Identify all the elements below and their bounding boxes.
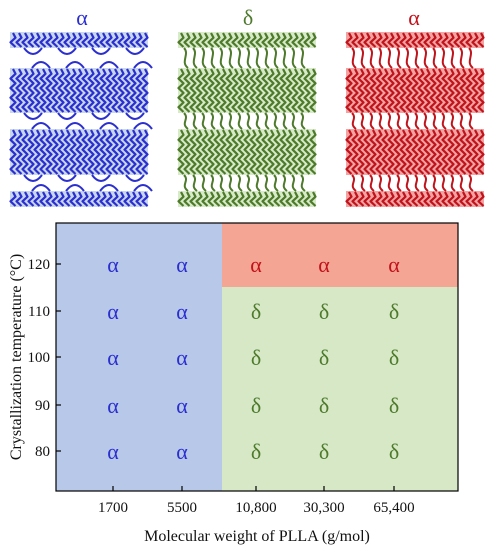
chain-folds	[9, 129, 149, 175]
phase-cell: δ	[251, 439, 261, 464]
phase-cell: α	[107, 393, 119, 418]
phase-cell: α	[176, 393, 188, 418]
phase-cell: δ	[319, 439, 329, 464]
region-alpha-high-temp	[222, 223, 458, 287]
interlamellar-chains	[23, 47, 153, 192]
chain-folds	[177, 68, 317, 113]
panel-1-schematic	[9, 32, 153, 207]
y-tick-label: 80	[35, 444, 50, 460]
phase-cell: δ	[251, 393, 261, 418]
phase-cell: α	[107, 439, 119, 464]
phase-cell: δ	[389, 345, 399, 370]
phase-cells: α α α α αα α δ δ δα α δ δ δα α δ δ δα α δ δ δ	[107, 252, 400, 464]
x-axis-label: Molecular weight of PLLA (g/mol)	[144, 528, 370, 545]
y-tick-label: 120	[28, 257, 51, 273]
y-tick-label: 90	[35, 398, 50, 414]
x-tick-label: 5500	[167, 500, 197, 516]
phase-cell: α	[318, 252, 330, 277]
phase-cell: δ	[319, 345, 329, 370]
phase-cell: α	[176, 345, 188, 370]
interlamellar-chains	[351, 47, 474, 192]
chain-folds	[9, 68, 149, 113]
chain-folds	[177, 32, 317, 48]
x-tick-label: 1700	[98, 500, 128, 516]
phase-cell: α	[107, 345, 119, 370]
phase-cell: α	[107, 299, 119, 324]
x-tick-label: 10,800	[235, 500, 276, 516]
region-delta	[222, 287, 458, 491]
panel-2-schematic	[177, 32, 317, 207]
panel-3-phase-label: α	[408, 5, 420, 30]
chain-folds	[345, 68, 485, 113]
phase-cell: α	[107, 252, 119, 277]
phase-cell: α	[250, 252, 262, 277]
chain-folds	[345, 32, 485, 48]
chain-folds	[177, 129, 317, 175]
y-tick-label: 110	[28, 304, 50, 320]
phase-cell: δ	[389, 439, 399, 464]
phase-cell: α	[176, 439, 188, 464]
y-tick-label: 100	[28, 350, 51, 366]
phase-cell: α	[176, 299, 188, 324]
phase-cell: δ	[389, 299, 399, 324]
chain-folds	[9, 191, 149, 207]
panel-2-phase-label: δ	[243, 5, 253, 30]
x-tick-label: 30,300	[303, 500, 344, 516]
phase-cell: δ	[389, 393, 399, 418]
phase-cell: α	[176, 252, 188, 277]
axis-ticks: 120 110 100 90 80 1700 5500 10,800 30,300 65,400	[28, 257, 415, 516]
panel-3-schematic	[345, 32, 485, 207]
x-tick-label: 65,400	[373, 500, 414, 516]
phase-cell: δ	[319, 393, 329, 418]
phase-cell: α	[388, 252, 400, 277]
panel-1-phase-label: α	[76, 5, 88, 30]
phase-cell: δ	[251, 345, 261, 370]
chain-folds	[345, 191, 485, 207]
lamellae-schematics	[9, 32, 485, 207]
phase-cell: δ	[319, 299, 329, 324]
chain-folds	[9, 32, 149, 48]
phase-diagram: α α α α αα α δ δ δα α δ δ δα α δ δ δα α δ δ δ 12011010090801…	[28, 222, 459, 516]
region-alpha-low-mw	[56, 223, 222, 491]
interlamellar-chains	[183, 47, 306, 192]
y-axis-label: Crystallization temperature (°C)	[8, 254, 25, 460]
chain-folds	[345, 129, 485, 175]
phase-cell: δ	[251, 299, 261, 324]
chain-folds	[177, 191, 317, 207]
